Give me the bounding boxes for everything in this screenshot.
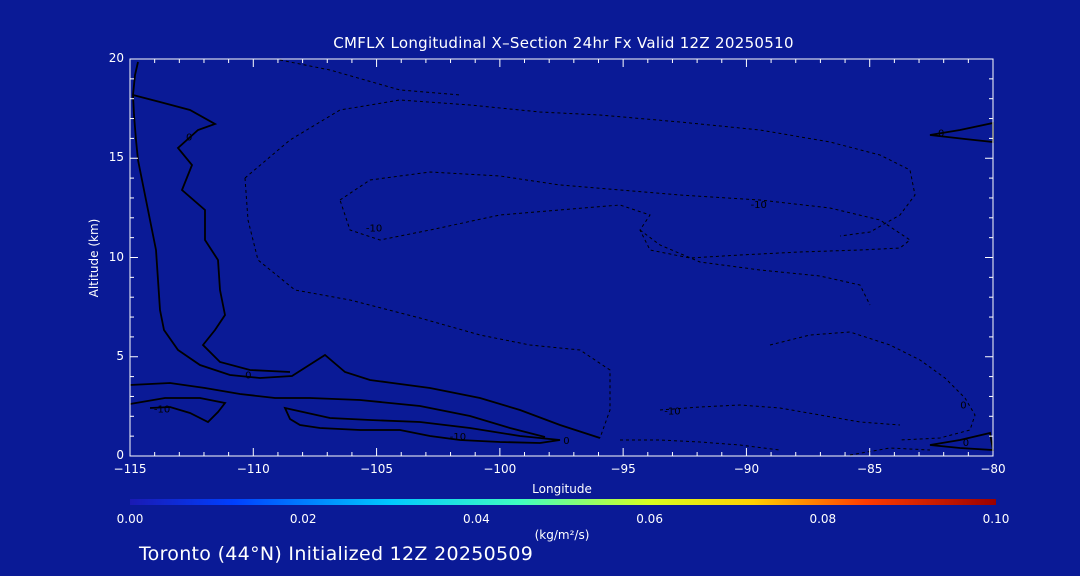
contour-line (339, 171, 911, 259)
solid-contours (129, 61, 995, 451)
footer-label: Toronto (44°N) Initialized 12Z 20250509 (139, 543, 534, 565)
contour-label: 0 (938, 128, 944, 139)
contour-label: -10 (366, 224, 382, 235)
x-tick-label: −100 (483, 462, 517, 476)
colorbar (130, 499, 996, 505)
x-tick-label: −105 (360, 462, 394, 476)
y-tick-label: 0 (116, 448, 124, 462)
contour-label: -10 (450, 432, 466, 443)
contour-label: -10 (664, 406, 680, 417)
colorbar-tick-label: 0.06 (636, 512, 663, 526)
contour-label: -10 (154, 404, 170, 415)
contour-label: -10 (751, 200, 767, 211)
chart-title: CMFLX Longitudinal X–Section 24hr Fx Val… (333, 34, 794, 52)
contour-line (129, 382, 546, 438)
x-tick-label: −115 (113, 462, 147, 476)
contour-line (620, 439, 781, 451)
colorbar-tick-label: 0.08 (809, 512, 837, 526)
contour-line (129, 397, 227, 424)
contour-labels: 0 0 -10 -10 -10 -10 -10 0 0 0 0 (154, 128, 969, 449)
contour-line (244, 99, 916, 237)
colorbar-tick-label: 0.04 (463, 512, 490, 526)
contour-line (279, 59, 461, 96)
contour-line (639, 229, 871, 306)
x-axis-label: Longitude (532, 482, 592, 496)
contour-label: 0 (245, 371, 251, 382)
contour-line (244, 177, 611, 439)
contour-line (849, 447, 931, 456)
y-tick-label: 5 (116, 348, 124, 363)
contour-line (769, 331, 976, 441)
colorbar-tick-label: 0.10 (982, 512, 1010, 526)
y-tick-label: 20 (108, 51, 124, 65)
colorbar-units: (kg/m²/s) (534, 528, 590, 542)
contour-line (132, 94, 291, 373)
contour-line (283, 406, 561, 444)
x-tick-label: −95 (610, 462, 636, 476)
contour-label: 0 (963, 438, 969, 449)
axis-ticks (129, 58, 994, 457)
x-tick-label: −85 (857, 462, 883, 476)
contour-label: 0 (960, 400, 966, 411)
x-tick-label: −80 (980, 462, 1006, 476)
y-tick-label: 10 (108, 249, 124, 264)
x-tick-label: −90 (733, 462, 760, 476)
contour-line (929, 431, 995, 451)
contour-label: 0 (563, 436, 569, 447)
contour-line (132, 61, 601, 439)
contour-line (659, 404, 901, 426)
y-tick-label: 15 (108, 150, 124, 165)
contour-label: 0 (186, 132, 192, 143)
colorbar-tick-label: 0.02 (289, 512, 317, 526)
x-tick-label: −110 (236, 462, 270, 476)
dashed-contours (244, 59, 976, 456)
colorbar-tick-label: 0.00 (116, 512, 144, 526)
